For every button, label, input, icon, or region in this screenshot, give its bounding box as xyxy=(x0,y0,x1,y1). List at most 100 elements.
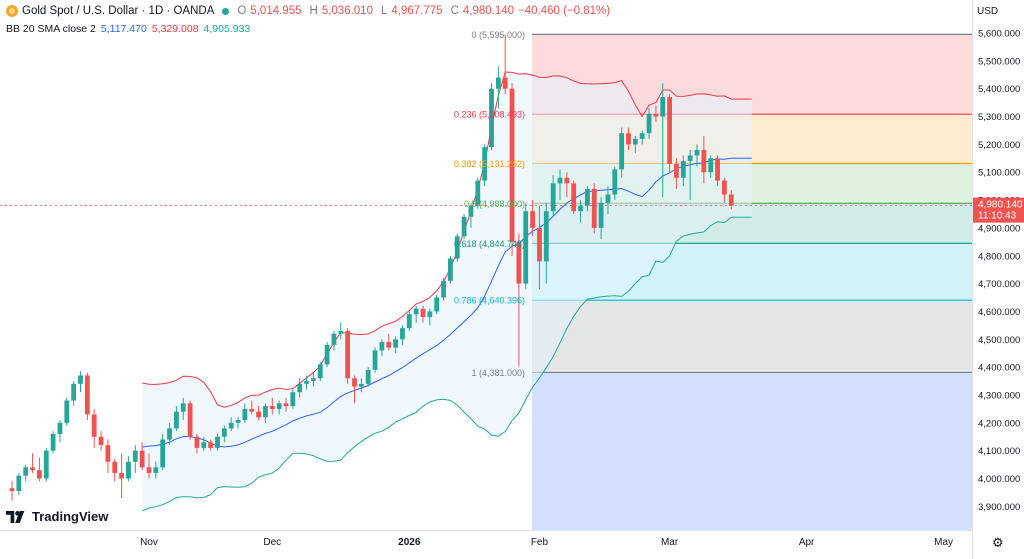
candle-body xyxy=(194,436,200,448)
open-value: 5,014.955 xyxy=(250,5,302,17)
fib-level-label: 0.382 (5,131.252) xyxy=(454,159,525,169)
candle xyxy=(174,406,179,432)
price-tick-label: 4,600.000 xyxy=(978,307,1020,318)
candle xyxy=(482,144,488,187)
candle-body xyxy=(139,450,145,468)
price-tick-label: 4,000.000 xyxy=(978,474,1020,485)
candle xyxy=(358,378,364,393)
candle-body xyxy=(78,375,83,384)
candle-body xyxy=(550,183,556,212)
candle-body xyxy=(495,77,501,89)
candle-body xyxy=(187,403,193,437)
candle xyxy=(37,457,42,482)
candle-body xyxy=(530,211,535,228)
price-tick-label: 4,900.000 xyxy=(978,223,1020,234)
candle-body xyxy=(441,280,446,298)
fib-zone xyxy=(532,372,972,530)
candle-body xyxy=(126,461,131,479)
fib-level-label: 0.786 (4,640.396) xyxy=(454,296,525,306)
candle xyxy=(331,330,337,351)
candle xyxy=(304,375,309,390)
currency-label[interactable]: USD xyxy=(977,6,999,17)
candle-body xyxy=(9,488,15,492)
candle-body xyxy=(283,403,289,407)
price-tick-label: 5,500.000 xyxy=(978,56,1020,67)
bb-upper-line xyxy=(142,71,752,408)
price-tick-label: 5,600.000 xyxy=(978,29,1020,40)
indicator-label[interactable]: BB 20 SMA close 2 xyxy=(6,23,96,35)
candle xyxy=(715,155,720,187)
candle-body xyxy=(215,436,220,448)
candle-body xyxy=(598,202,604,228)
candle-body xyxy=(667,97,672,164)
tradingview-logo[interactable]: TradingView xyxy=(6,509,108,524)
candle xyxy=(420,305,426,323)
candle xyxy=(434,294,440,315)
candle-body xyxy=(160,439,166,468)
indicator-legend[interactable]: BB 20 SMA close 2 5,117.470 5,329.008 4,… xyxy=(6,23,250,35)
candle xyxy=(153,461,159,479)
candle xyxy=(64,397,70,426)
candle-body xyxy=(386,342,392,348)
symbol-title[interactable]: Gold Spot / U.S. Dollar · 1D · OANDA xyxy=(22,5,215,17)
candle-body xyxy=(612,169,618,195)
candle-body xyxy=(687,155,693,162)
candle-body xyxy=(406,314,412,329)
candle xyxy=(372,347,378,373)
candle-body xyxy=(37,470,42,479)
fib-level-label: 1 (4,381.000) xyxy=(471,368,525,378)
candle xyxy=(242,403,248,423)
price-tick-label: 4,500.000 xyxy=(978,335,1020,346)
legend-header[interactable]: Gold Spot / U.S. Dollar · 1D · OANDA O 5,… xyxy=(6,5,610,17)
candle xyxy=(119,453,124,498)
candle xyxy=(221,425,227,443)
market-status-icon[interactable] xyxy=(222,7,230,15)
candle xyxy=(345,328,351,384)
candle-body xyxy=(653,113,659,117)
candle xyxy=(591,183,597,234)
price-tick-label: 5,300.000 xyxy=(978,112,1020,123)
candle xyxy=(235,417,241,429)
time-tick-label: Nov xyxy=(140,537,158,548)
candle-body xyxy=(557,177,563,184)
candle xyxy=(448,255,453,284)
candle xyxy=(516,233,522,367)
candle-body xyxy=(413,308,419,315)
candle xyxy=(461,213,467,240)
candle-body xyxy=(365,369,371,384)
candle-body xyxy=(537,227,542,262)
fib-level-label: 0 (5,595.000) xyxy=(471,30,525,40)
time-tick-label: May xyxy=(934,537,953,548)
price-tick-label: 4,700.000 xyxy=(978,279,1020,290)
price-tick-label: 4,300.000 xyxy=(978,390,1020,401)
candle xyxy=(578,200,583,223)
candle-body xyxy=(448,258,453,281)
candle xyxy=(132,445,138,473)
candle-body xyxy=(276,403,282,409)
price-axis[interactable]: 5,600.000 5,500.000 5,400.000 5,300.000 5,20… xyxy=(978,29,1020,513)
candle xyxy=(16,472,22,496)
candle xyxy=(338,322,344,340)
gear-icon[interactable]: ⚙ xyxy=(992,535,1004,550)
price-tick-label: 4,400.000 xyxy=(978,363,1020,374)
candle-body xyxy=(352,378,357,387)
candle xyxy=(9,481,15,501)
candle-body xyxy=(543,211,549,262)
candle-body xyxy=(57,422,63,434)
candle-body xyxy=(249,408,255,412)
candle-body xyxy=(338,330,344,334)
candle-body xyxy=(660,97,666,117)
candle xyxy=(146,453,152,479)
time-axis[interactable]: Nov Dec 2026 Feb Mar Apr May xyxy=(140,537,953,548)
candle xyxy=(78,371,83,393)
candle-body xyxy=(619,133,625,170)
candle xyxy=(523,202,529,290)
candle xyxy=(468,202,474,228)
candle-body xyxy=(639,133,645,139)
candle xyxy=(680,155,686,187)
candle xyxy=(728,190,734,210)
candle xyxy=(57,420,63,443)
close-value: 4,980.140 xyxy=(462,5,515,17)
price-tag-countdown: 11:10:43 xyxy=(978,211,1017,222)
